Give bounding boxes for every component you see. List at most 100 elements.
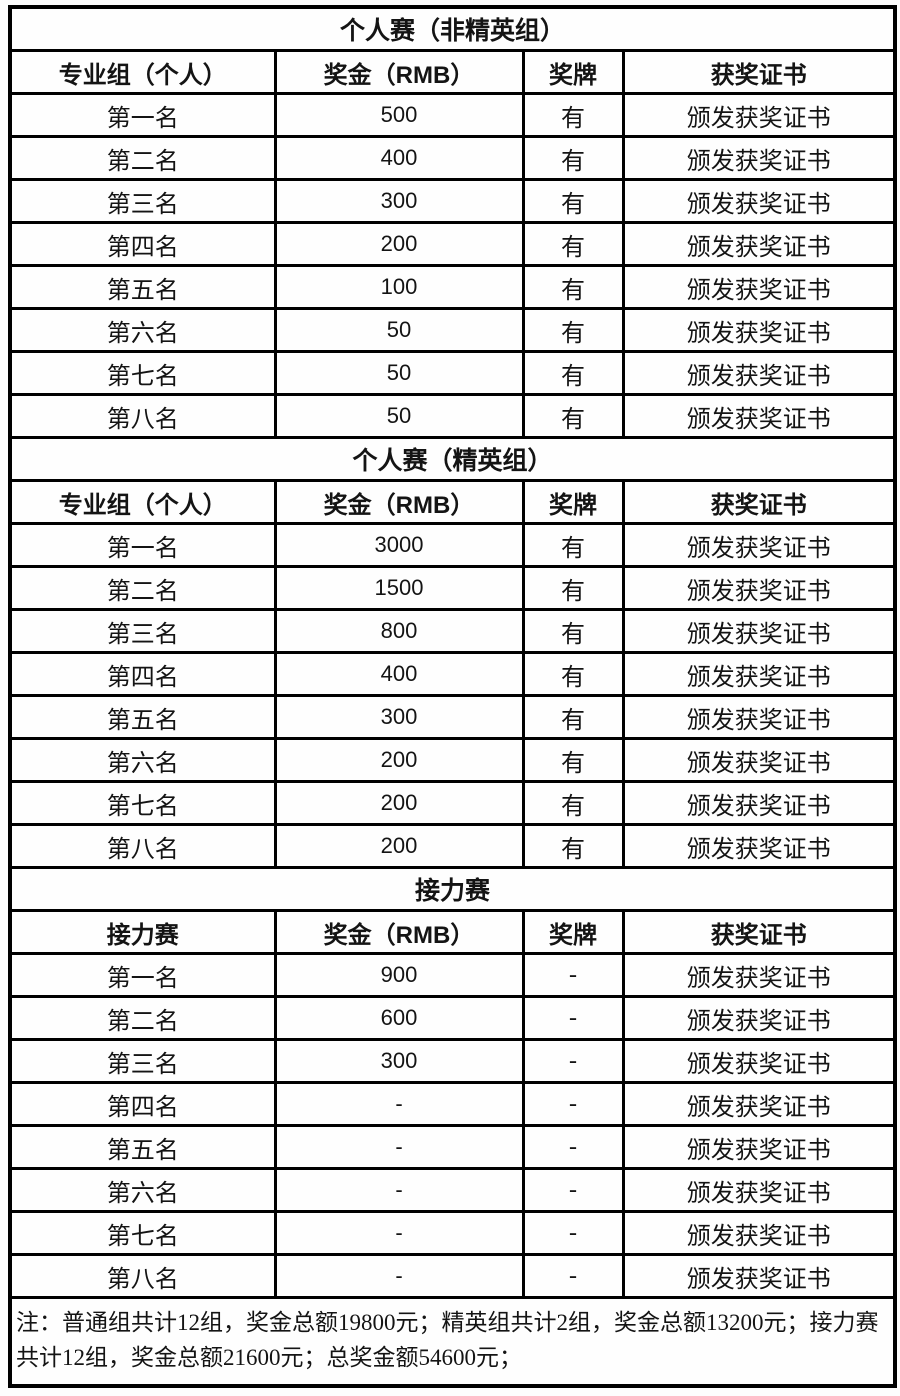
table-row: 第八名 50 有颁发获奖证书 (8, 393, 897, 439)
column-header: 获奖证书 (621, 49, 897, 95)
certificate-cell: 颁发获奖证书 (621, 694, 897, 740)
medal-cell: - (521, 1124, 625, 1170)
section-title: 个人赛（非精英组） (8, 5, 897, 52)
column-header: 奖牌 (521, 909, 625, 955)
column-header: 获奖证书 (621, 479, 897, 525)
column-header: 奖金（RMB） (273, 49, 525, 95)
section-title-row: 个人赛（精英组） (8, 436, 897, 482)
certificate-cell: 颁发获奖证书 (621, 1167, 897, 1213)
medal-cell: - (521, 1210, 625, 1256)
prize-cell: 200 (273, 823, 525, 869)
certificate-cell: 颁发获奖证书 (621, 1038, 897, 1084)
medal-cell: 有 (521, 737, 625, 783)
column-header: 接力赛 (8, 909, 277, 955)
prize-cell: 50 (273, 350, 525, 396)
rank-cell: 第一名 (8, 952, 277, 998)
prize-cell: 50 (273, 307, 525, 353)
rank-cell: 第四名 (8, 221, 277, 267)
column-header: 专业组（个人） (8, 479, 277, 525)
rank-cell: 第三名 (8, 178, 277, 224)
rank-cell: 第七名 (8, 350, 277, 396)
table-row: 第四名 200 有颁发获奖证书 (8, 221, 897, 267)
rank-cell: 第五名 (8, 264, 277, 310)
medal-cell: 有 (521, 350, 625, 396)
prize-cell: 400 (273, 135, 525, 181)
table-row: 第一名 500 有颁发获奖证书 (8, 92, 897, 138)
certificate-cell: 颁发获奖证书 (621, 1081, 897, 1127)
rank-cell: 第六名 (8, 1167, 277, 1213)
prize-cell: 300 (273, 694, 525, 740)
table-row: 第二名 600- 颁发获奖证书 (8, 995, 897, 1041)
medal-cell: 有 (521, 393, 625, 439)
column-header: 奖牌 (521, 49, 625, 95)
prize-cell: - (273, 1253, 525, 1299)
medal-cell: 有 (521, 565, 625, 611)
rank-cell: 第四名 (8, 1081, 277, 1127)
certificate-cell: 颁发获奖证书 (621, 952, 897, 998)
table-row: 第三名 300 有颁发获奖证书 (8, 178, 897, 224)
prize-cell: 200 (273, 737, 525, 783)
table-row: 第六名 - - 颁发获奖证书 (8, 1167, 897, 1213)
medal-cell: - (521, 1253, 625, 1299)
rank-cell: 第三名 (8, 608, 277, 654)
prize-cell: - (273, 1210, 525, 1256)
rank-cell: 第八名 (8, 393, 277, 439)
certificate-cell: 颁发获奖证书 (621, 264, 897, 310)
column-header: 专业组（个人） (8, 49, 277, 95)
prize-cell: 400 (273, 651, 525, 697)
table-row: 第四名 400 有颁发获奖证书 (8, 651, 897, 697)
prize-cell: 200 (273, 221, 525, 267)
table-row: 第八名 200 有颁发获奖证书 (8, 823, 897, 869)
medal-cell: 有 (521, 221, 625, 267)
certificate-cell: 颁发获奖证书 (621, 995, 897, 1041)
rank-cell: 第五名 (8, 1124, 277, 1170)
rank-cell: 第一名 (8, 522, 277, 568)
header-row: 专业组（个人） 奖金（RMB） 奖牌 获奖证书 (8, 479, 897, 525)
certificate-cell: 颁发获奖证书 (621, 651, 897, 697)
certificate-cell: 颁发获奖证书 (621, 823, 897, 869)
column-header: 奖金（RMB） (273, 479, 525, 525)
rank-cell: 第二名 (8, 565, 277, 611)
prize-cell: - (273, 1167, 525, 1213)
prize-cell: - (273, 1124, 525, 1170)
rank-cell: 第八名 (8, 1253, 277, 1299)
medal-cell: - (521, 995, 625, 1041)
certificate-cell: 颁发获奖证书 (621, 780, 897, 826)
rank-cell: 第七名 (8, 780, 277, 826)
certificate-cell: 颁发获奖证书 (621, 178, 897, 224)
table-row: 第七名 - - 颁发获奖证书 (8, 1210, 897, 1256)
prize-cell: 300 (273, 1038, 525, 1084)
table-row: 第三名 300- 颁发获奖证书 (8, 1038, 897, 1084)
prize-table: 个人赛（非精英组） 专业组（个人） 奖金（RMB） 奖牌 获奖证书 第一名 500 有颁发获奖… (8, 5, 898, 1388)
table-row: 第六名 200 有颁发获奖证书 (8, 737, 897, 783)
prize-cell: - (273, 1081, 525, 1127)
column-header: 获奖证书 (621, 909, 897, 955)
certificate-cell: 颁发获奖证书 (621, 92, 897, 138)
prize-cell: 800 (273, 608, 525, 654)
rank-cell: 第六名 (8, 307, 277, 353)
medal-cell: 有 (521, 135, 625, 181)
medal-cell: 有 (521, 92, 625, 138)
section-title: 个人赛（精英组） (8, 436, 897, 482)
section-title-row: 接力赛 (8, 866, 897, 912)
certificate-cell: 颁发获奖证书 (621, 522, 897, 568)
medal-cell: 有 (521, 178, 625, 224)
table-row: 第五名 100 有颁发获奖证书 (8, 264, 897, 310)
medal-cell: 有 (521, 694, 625, 740)
certificate-cell: 颁发获奖证书 (621, 350, 897, 396)
medal-cell: 有 (521, 780, 625, 826)
rank-cell: 第四名 (8, 651, 277, 697)
header-row: 接力赛 奖金（RMB） 奖牌 获奖证书 (8, 909, 897, 955)
prize-cell: 500 (273, 92, 525, 138)
medal-cell: 有 (521, 651, 625, 697)
certificate-cell: 颁发获奖证书 (621, 608, 897, 654)
certificate-cell: 颁发获奖证书 (621, 1124, 897, 1170)
rank-cell: 第八名 (8, 823, 277, 869)
prize-cell: 600 (273, 995, 525, 1041)
medal-cell: 有 (521, 264, 625, 310)
section-title-row: 个人赛（非精英组） (8, 5, 897, 52)
certificate-cell: 颁发获奖证书 (621, 1253, 897, 1299)
medal-cell: 有 (521, 522, 625, 568)
table-row: 第八名 - - 颁发获奖证书 (8, 1253, 897, 1299)
